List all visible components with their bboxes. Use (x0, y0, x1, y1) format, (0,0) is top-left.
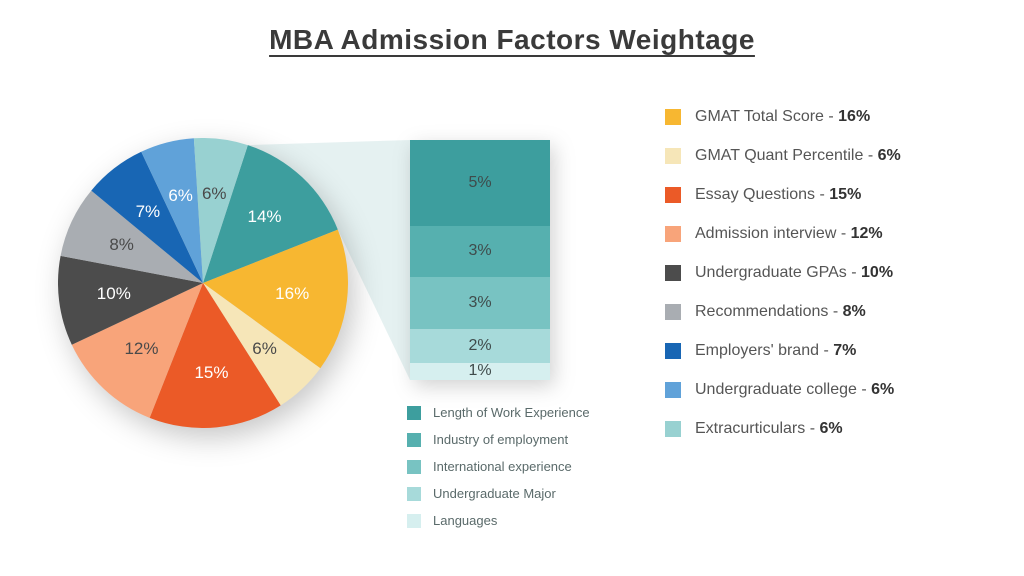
breakout-segment: 3% (410, 226, 550, 277)
main-legend-item: Admission interview - 12% (665, 225, 901, 243)
pie-slice-label: 14% (248, 207, 282, 227)
pie-slice-label: 10% (97, 284, 131, 304)
legend-label: Languages (433, 513, 497, 528)
legend-percent: 8% (843, 303, 866, 320)
main-legend-item: Recommendations - 8% (665, 303, 901, 321)
pie-slice-label: 8% (109, 235, 134, 255)
legend-label: Employers' brand - (695, 342, 833, 359)
legend-swatch (665, 265, 681, 281)
pie-slice-label: 12% (124, 339, 158, 359)
legend-label: International experience (433, 459, 572, 474)
breakout-legend-item: Undergraduate Major (407, 486, 590, 501)
legend-label: Length of Work Experience (433, 405, 590, 420)
legend-swatch (665, 382, 681, 398)
legend-swatch (407, 460, 421, 474)
main-legend-item: Undergraduate GPAs - 10% (665, 264, 901, 282)
pie-slice-label: 16% (275, 284, 309, 304)
legend-label: Industry of employment (433, 432, 568, 447)
pie-slice-label: 7% (136, 202, 161, 222)
legend-swatch (665, 226, 681, 242)
breakout-legend-item: Length of Work Experience (407, 405, 590, 420)
main-legend: GMAT Total Score - 16% GMAT Quant Percent… (665, 108, 901, 438)
legend-percent: 15% (829, 186, 861, 203)
breakout-segment: 5% (410, 140, 550, 226)
legend-percent: 6% (819, 420, 842, 437)
legend-percent: 7% (833, 342, 856, 359)
legend-label: GMAT Total Score - (695, 108, 838, 125)
legend-swatch (665, 148, 681, 164)
main-legend-item: Essay Questions - 15% (665, 186, 901, 204)
legend-swatch (665, 109, 681, 125)
pie-slice-label: 15% (194, 363, 228, 383)
breakout-segment: 1% (410, 363, 550, 380)
legend-swatch (665, 421, 681, 437)
legend-label: Undergraduate GPAs - (695, 264, 861, 281)
main-legend-item: Employers' brand - 7% (665, 342, 901, 360)
breakout-segment: 3% (410, 277, 550, 328)
pie-slice-label: 6% (202, 184, 227, 204)
breakout-segment: 2% (410, 329, 550, 363)
breakout-legend-item: Languages (407, 513, 590, 528)
legend-percent: 6% (878, 147, 901, 164)
legend-label: Recommendations - (695, 303, 843, 320)
page-title: MBA Admission Factors Weightage (269, 24, 755, 56)
legend-percent: 12% (851, 225, 883, 242)
legend-percent: 10% (861, 264, 893, 281)
legend-swatch (407, 514, 421, 528)
legend-swatch (407, 433, 421, 447)
pie-slice-label: 6% (252, 339, 277, 359)
legend-label: GMAT Quant Percentile - (695, 147, 878, 164)
legend-swatch (665, 304, 681, 320)
legend-label: Extracurticulars - (695, 420, 819, 437)
legend-swatch (665, 187, 681, 203)
legend-swatch (665, 343, 681, 359)
legend-swatch (407, 406, 421, 420)
pie-chart (58, 138, 348, 428)
legend-label: Admission interview - (695, 225, 851, 242)
breakout-legend-item: International experience (407, 459, 590, 474)
legend-label: Undergraduate Major (433, 486, 556, 501)
legend-label: Undergraduate college - (695, 381, 871, 398)
breakout-bar: 5%3%3%2%1% (410, 140, 550, 380)
pie-slice-label: 6% (168, 186, 193, 206)
legend-swatch (407, 487, 421, 501)
breakout-legend-item: Industry of employment (407, 432, 590, 447)
main-legend-item: GMAT Total Score - 16% (665, 108, 901, 126)
main-legend-item: Extracurticulars - 6% (665, 420, 901, 438)
breakout-legend: Length of Work Experience Industry of emp… (407, 405, 590, 528)
legend-percent: 6% (871, 381, 894, 398)
legend-percent: 16% (838, 108, 870, 125)
main-legend-item: Undergraduate college - 6% (665, 381, 901, 399)
main-legend-item: GMAT Quant Percentile - 6% (665, 147, 901, 165)
legend-label: Essay Questions - (695, 186, 829, 203)
